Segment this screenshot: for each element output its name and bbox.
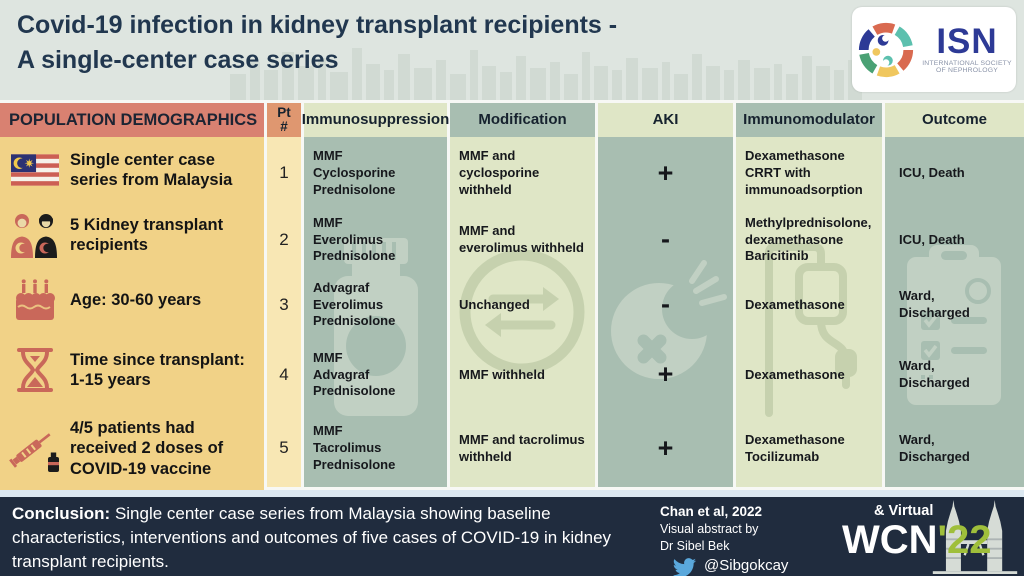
exchange-arrows-watermark bbox=[459, 249, 585, 375]
table-cell: Dexamethasone bbox=[745, 366, 845, 382]
table-cell: 2 bbox=[279, 229, 289, 249]
table-cell: ICU, Death bbox=[899, 165, 965, 181]
table-cell: Methylprednisolone, dexamethasone Barici… bbox=[745, 214, 872, 264]
conclusion-text: Conclusion: Single center case series fr… bbox=[12, 504, 612, 572]
column-immunosuppression: MMF Cyclosporine Prednisolone MMF Everol… bbox=[304, 137, 447, 487]
conclusion-label: Conclusion: bbox=[12, 504, 111, 523]
footer-divider bbox=[0, 490, 1024, 497]
twitter-handle: @Sibgokcay bbox=[704, 557, 789, 575]
demographics-list: Single center case series from Malaysia … bbox=[0, 137, 264, 490]
clipboard-watermark bbox=[907, 245, 1001, 405]
table-cell: MMF Advagraf Prednisolone bbox=[313, 349, 396, 399]
column-header-immunomodulator: Immunomodulator bbox=[736, 103, 882, 137]
table-cell: MMF Cyclosporine Prednisolone bbox=[313, 148, 396, 197]
credit-block: Chan et al, 2022 Visual abstract by Dr S… bbox=[660, 503, 788, 576]
table-cell: Ward, Discharged bbox=[899, 288, 970, 320]
table-cell: 4 bbox=[279, 364, 289, 384]
table-cell: Dexamethasone CRRT with immunoadsorption bbox=[745, 148, 863, 197]
aki-value: + bbox=[657, 359, 674, 390]
table-cell: Unchanged bbox=[459, 296, 530, 312]
table-cell: 3 bbox=[279, 294, 289, 314]
isn-acronym: ISN bbox=[936, 21, 998, 61]
wcn-year: '22 bbox=[937, 518, 992, 562]
list-item: 4/5 patients had received 2 doses of COV… bbox=[0, 407, 264, 490]
demographics-title: POPULATION DEMOGRAPHICS bbox=[0, 103, 264, 137]
column-pt: 1 2 3 4 5 bbox=[267, 137, 301, 487]
aki-value: - bbox=[661, 224, 670, 255]
list-item: Age: 30-60 years bbox=[0, 267, 264, 333]
demographic-label: Age: 30-60 years bbox=[70, 290, 202, 309]
table-cell: 5 bbox=[279, 438, 289, 458]
list-item: Single center case series from Malaysia bbox=[0, 137, 264, 203]
demographic-label: 4/5 patients had received 2 doses of COV… bbox=[70, 419, 224, 478]
citation: Chan et al, 2022 bbox=[660, 504, 763, 519]
table-cell: MMF withheld bbox=[459, 366, 545, 382]
column-header-aki: AKI bbox=[598, 103, 733, 137]
malaysia-flag-icon bbox=[0, 154, 70, 186]
footer-bar: Conclusion: Single center case series fr… bbox=[0, 497, 1024, 576]
column-modification: MMF and cyclosporine withheld MMF and ev… bbox=[450, 137, 595, 487]
page-title: Covid-19 infection in kidney transplant … bbox=[17, 11, 618, 74]
demographic-label: Time since transplant: 1-15 years bbox=[70, 350, 245, 389]
isn-subtitle: INTERNATIONAL SOCIETY OF NEPHROLOGY bbox=[922, 60, 1012, 75]
table-cell: MMF and tacrolimus withheld bbox=[459, 431, 585, 464]
wcn-virtual-label: & Virtual bbox=[874, 503, 934, 519]
column-immunomodulator: Dexamethasone CRRT with immunoadsorption… bbox=[736, 137, 882, 487]
column-header-pt: Pt # bbox=[267, 103, 301, 137]
aki-value: - bbox=[661, 289, 670, 320]
column-header-modification: Modification bbox=[450, 103, 595, 137]
table-cell: MMF and everolimus withheld bbox=[459, 223, 584, 255]
table-cell: Advagraf Everolimus Prednisolone bbox=[313, 279, 396, 329]
table-cell: Ward, Discharged bbox=[899, 358, 970, 390]
iv-drip-watermark bbox=[765, 243, 857, 417]
table-cell: MMF and cyclosporine withheld bbox=[459, 148, 540, 197]
isn-emblem-icon bbox=[859, 22, 914, 77]
column-outcome: ICU, Death ICU, Death Ward, Discharged W… bbox=[885, 137, 1024, 487]
aki-value: + bbox=[657, 432, 674, 463]
wcn-logo: & Virtual WCN'22 bbox=[840, 499, 1020, 574]
column-header-outcome: Outcome bbox=[885, 103, 1024, 137]
kidney-recipients-icon bbox=[0, 211, 70, 259]
table-cell: Dexamethasone bbox=[745, 296, 845, 312]
table-cell: Ward, Discharged bbox=[899, 431, 970, 464]
table-cell: MMF Everolimus Prednisolone bbox=[313, 214, 396, 264]
isn-logo: ISN INTERNATIONAL SOCIETY OF NEPHROLOGY bbox=[852, 7, 1016, 92]
table-cell: MMF Tacrolimus Prednisolone bbox=[313, 423, 396, 472]
credit-line: Visual abstract by bbox=[660, 522, 759, 537]
aki-value: + bbox=[657, 157, 674, 188]
vaccine-syringe-icon bbox=[0, 423, 70, 475]
table-cell: ICU, Death bbox=[899, 231, 965, 247]
twitter-icon bbox=[672, 558, 697, 576]
list-item: Time since transplant: 1-15 years bbox=[0, 333, 264, 407]
cases-table: Pt # Immunosuppression Modification AKI … bbox=[267, 103, 1024, 487]
demographic-label: Single center case series from Malaysia bbox=[70, 150, 233, 189]
hourglass-icon bbox=[0, 345, 70, 395]
city-skyline-watermark bbox=[230, 48, 862, 100]
column-header-immunosuppression: Immunosuppression bbox=[302, 103, 449, 137]
top-banner: Covid-19 infection in kidney transplant … bbox=[0, 0, 1024, 100]
kidney-watermark bbox=[611, 260, 727, 379]
demographic-label: 5 Kidney transplant recipients bbox=[70, 215, 224, 254]
table-cell: Dexamethasone Tocilizumab bbox=[745, 431, 845, 464]
credit-line: Dr Sibel Bek bbox=[660, 539, 730, 554]
petronas-towers-icon bbox=[932, 499, 1018, 574]
list-item: 5 Kidney transplant recipients bbox=[0, 203, 264, 267]
wcn-title: WCN'22 bbox=[842, 518, 992, 562]
column-aki: + - - + + bbox=[598, 137, 733, 487]
table-cell: 1 bbox=[279, 163, 289, 183]
birthday-cake-icon bbox=[0, 278, 70, 322]
pill-bottle-watermark bbox=[334, 238, 418, 416]
population-demographics-panel: POPULATION DEMOGRAPHICS Single center ca… bbox=[0, 103, 264, 490]
